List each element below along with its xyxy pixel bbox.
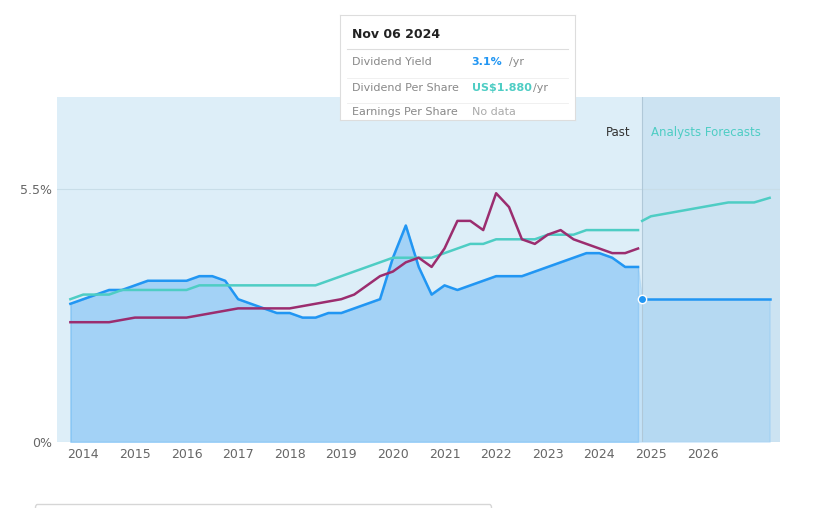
- Text: Past: Past: [606, 126, 631, 140]
- Text: Analysts Forecasts: Analysts Forecasts: [651, 126, 761, 140]
- Text: /yr: /yr: [509, 57, 524, 67]
- Text: 3.1%: 3.1%: [471, 57, 502, 67]
- Text: No data: No data: [471, 107, 516, 117]
- Text: Dividend Per Share: Dividend Per Share: [351, 83, 459, 93]
- Bar: [642, 97, 780, 442]
- Text: Nov 06 2024: Nov 06 2024: [351, 27, 440, 41]
- Legend: Dividend Yield, Dividend Per Share, Earnings Per Share: Dividend Yield, Dividend Per Share, Earn…: [34, 504, 491, 508]
- Text: Dividend Yield: Dividend Yield: [351, 57, 432, 67]
- Text: /yr: /yr: [533, 83, 548, 93]
- Text: Earnings Per Share: Earnings Per Share: [351, 107, 457, 117]
- Text: US$1.880: US$1.880: [471, 83, 531, 93]
